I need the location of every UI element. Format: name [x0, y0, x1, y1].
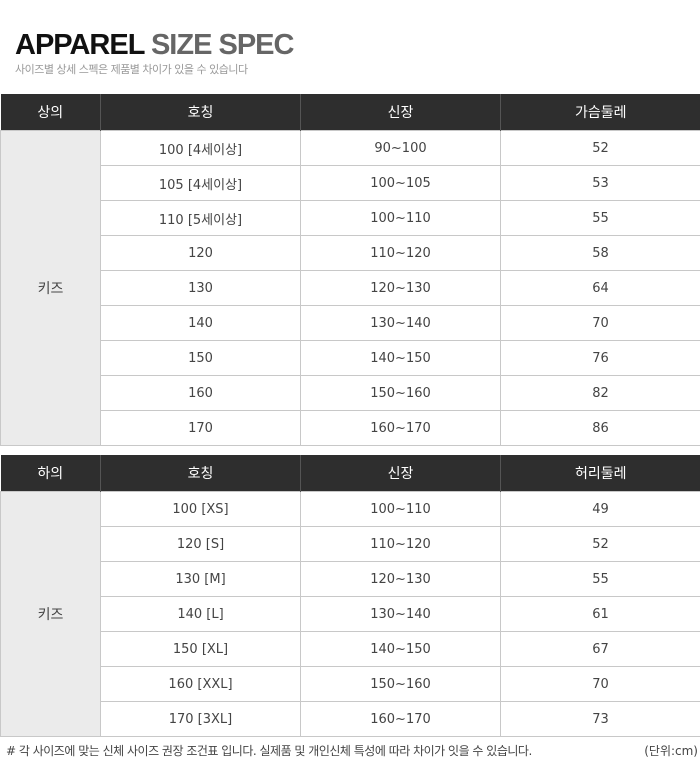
- table-cell: 130: [100, 270, 301, 306]
- table-cell: 105 [4세이상]: [100, 165, 301, 201]
- table-row: 105 [4세이상] 100~105 53: [1, 165, 700, 201]
- table-row: 140 130~140 70: [1, 305, 700, 341]
- table-cell: 58: [500, 235, 700, 271]
- table-cell: 120 [S]: [100, 526, 301, 562]
- table-cell: 100~110: [300, 491, 501, 527]
- table-cell: 130 [M]: [100, 561, 301, 597]
- table-cell: 150 [XL]: [100, 631, 301, 667]
- table-row: 170 160~170 86: [1, 410, 700, 446]
- table-cell: 61: [500, 596, 700, 632]
- table-cell: 90~100: [300, 130, 501, 166]
- table-cell: 120~130: [300, 270, 501, 306]
- category-cell: 키즈: [0, 130, 101, 446]
- category-cell: 키즈: [0, 491, 101, 737]
- table-row: 160 [XXL] 150~160 70: [1, 666, 700, 702]
- table-cell: 70: [500, 305, 700, 341]
- unit-label: (단위:cm): [644, 744, 698, 758]
- table-cell: 67: [500, 631, 700, 667]
- table-row: 150 [XL] 140~150 67: [1, 631, 700, 667]
- column-header: 호칭: [100, 455, 301, 492]
- table-cell: 110 [5세이상]: [100, 200, 301, 236]
- table-cell: 120~130: [300, 561, 501, 597]
- table-row: 키즈 100 [XS] 100~110 49: [0, 491, 700, 737]
- table-row: 170 [3XL] 160~170 73: [1, 701, 700, 737]
- table-cell: 170: [100, 410, 301, 446]
- table-cell: 160: [100, 375, 301, 411]
- table-cell: 55: [500, 200, 700, 236]
- table-cell: 52: [500, 526, 700, 562]
- table-cell: 120: [100, 235, 301, 271]
- table-cell: 150: [100, 340, 301, 376]
- table-cell: 150~160: [300, 375, 501, 411]
- table-cell: 52: [500, 130, 700, 166]
- table-cell: 110~120: [300, 235, 501, 271]
- top-size-table: 상의 호칭 신장 가슴둘레 키즈 100 [4세이상] 90~100 52 105 [4세이상]…: [0, 94, 700, 446]
- table-cell: 82: [500, 375, 700, 411]
- table-cell: 150~160: [300, 666, 501, 702]
- subtitle: 사이즈별 상세 스펙은 제품별 차이가 있을 수 있습니다: [15, 63, 248, 76]
- table-cell: 110~120: [300, 526, 501, 562]
- column-header: 신장: [300, 455, 501, 492]
- table-row: 150 140~150 76: [1, 340, 700, 376]
- table-row: 110 [5세이상] 100~110 55: [1, 200, 700, 236]
- table-cell: 140~150: [300, 340, 501, 376]
- column-header: 호칭: [100, 94, 301, 131]
- table-cell: 73: [500, 701, 700, 737]
- table-row: 140 [L] 130~140 61: [1, 596, 700, 632]
- column-header: 상의: [0, 94, 101, 131]
- table-row: 120 [S] 110~120 52: [1, 526, 700, 562]
- table-cell: 170 [3XL]: [100, 701, 301, 737]
- table-cell: 86: [500, 410, 700, 446]
- table-cell: 53: [500, 165, 700, 201]
- header-row: 하의 호칭 신장 허리둘레: [0, 455, 700, 492]
- table-cell: 76: [500, 340, 700, 376]
- column-header: 허리둘레: [500, 455, 700, 492]
- table-cell: 55: [500, 561, 700, 597]
- table-row: 130 [M] 120~130 55: [1, 561, 700, 597]
- table-cell: 160 [XXL]: [100, 666, 301, 702]
- table-cell: 140~150: [300, 631, 501, 667]
- table-cell: 160~170: [300, 701, 501, 737]
- table-cell: 70: [500, 666, 700, 702]
- table-cell: 140: [100, 305, 301, 341]
- table-cell: 100~110: [300, 200, 501, 236]
- table-cell: 100 [XS]: [100, 491, 301, 527]
- table-cell: 130~140: [300, 305, 501, 341]
- column-header: 하의: [0, 455, 101, 492]
- table-row: 120 110~120 58: [1, 235, 700, 271]
- table-cell: 100 [4세이상]: [100, 130, 301, 166]
- table-cell: 160~170: [300, 410, 501, 446]
- column-header: 가슴둘레: [500, 94, 700, 131]
- table-row: 130 120~130 64: [1, 270, 700, 306]
- column-header: 신장: [300, 94, 501, 131]
- header-row: 상의 호칭 신장 가슴둘레: [0, 94, 700, 131]
- table-row: 키즈 100 [4세이상] 90~100 52: [0, 130, 700, 446]
- bottom-size-table: 하의 호칭 신장 허리둘레 키즈 100 [XS] 100~110 49 120 [S] 110~…: [0, 455, 700, 737]
- table-cell: 49: [500, 491, 700, 527]
- table-cell: 100~105: [300, 165, 501, 201]
- table-cell: 64: [500, 270, 700, 306]
- table-row: 160 150~160 82: [1, 375, 700, 411]
- table-cell: 130~140: [300, 596, 501, 632]
- table-cell: 140 [L]: [100, 596, 301, 632]
- page-title: APPAREL SIZE SPEC: [15, 29, 294, 61]
- footer-note: # 각 사이즈에 맞는 신체 사이즈 권장 조건표 입니다. 실제품 및 개인신…: [6, 744, 532, 758]
